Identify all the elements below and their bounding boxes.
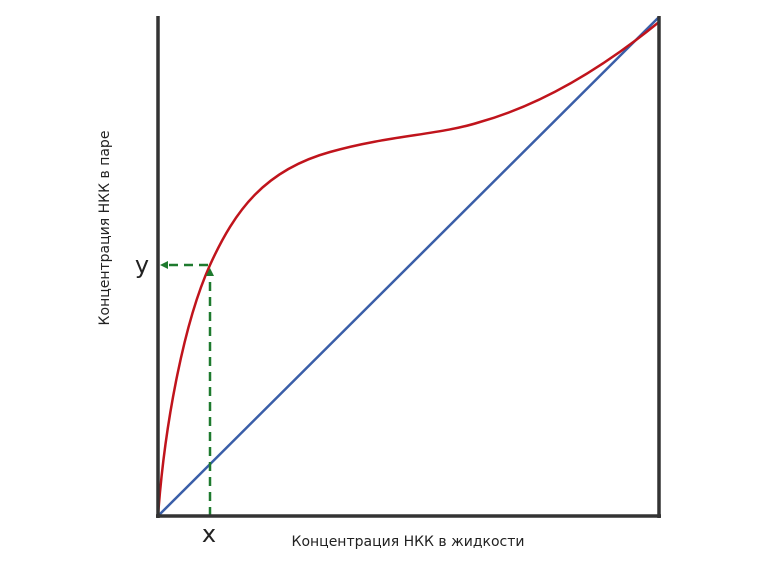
- y-axis-label: Концентрация НКК в паре: [97, 131, 113, 326]
- diagonal-line: [157, 16, 660, 517]
- x-axis-label: Концентрация НКК в жидкости: [292, 534, 525, 550]
- y-marker: y: [135, 251, 149, 279]
- x-marker: x: [202, 520, 216, 548]
- equilibrium-curve: [156, 21, 660, 517]
